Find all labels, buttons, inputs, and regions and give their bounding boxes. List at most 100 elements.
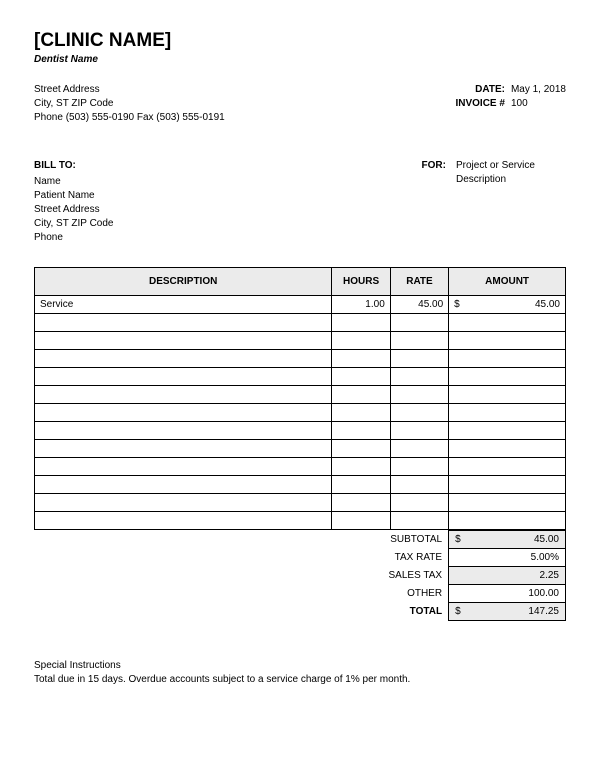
footer-line2: Total due in 15 days. Overdue accounts s… [34, 673, 566, 687]
cell-description [35, 476, 332, 494]
invoice-number-label: INVOICE # [445, 97, 511, 111]
cell-hours [332, 404, 390, 422]
cell-hours [332, 494, 390, 512]
cell-description [35, 350, 332, 368]
other-label: OTHER [332, 585, 449, 603]
salestax-value: 2.25 [449, 567, 566, 585]
table-row [35, 386, 566, 404]
bill-to-line3: Street Address [34, 203, 113, 217]
cell-description [35, 422, 332, 440]
footer-line1: Special Instructions [34, 659, 566, 673]
cell-rate [390, 440, 448, 458]
bill-to-line5: Phone [34, 231, 113, 245]
table-row [35, 512, 566, 530]
cell-hours [332, 512, 390, 530]
amount-value: 45.00 [535, 299, 560, 310]
cell-amount [449, 512, 566, 530]
clinic-address1: Street Address [34, 83, 225, 97]
for-label: FOR: [390, 159, 456, 245]
subtotal-label: SUBTOTAL [332, 531, 449, 549]
cell-amount [449, 350, 566, 368]
subtotal-value: $ 45.00 [449, 531, 566, 549]
cell-amount [449, 332, 566, 350]
cell-description [35, 332, 332, 350]
bill-to-block: BILL TO: Name Patient Name Street Addres… [34, 159, 113, 245]
table-row: Service1.0045.00$45.00 [35, 296, 566, 314]
cell-amount [449, 476, 566, 494]
cell-hours [332, 314, 390, 332]
cell-hours [332, 332, 390, 350]
cell-rate [390, 476, 448, 494]
taxrate-value: 5.00% [449, 549, 566, 567]
total-value: $ 147.25 [449, 603, 566, 621]
table-row [35, 476, 566, 494]
cell-rate [390, 350, 448, 368]
cell-amount [449, 386, 566, 404]
col-header-hours: HOURS [332, 268, 390, 296]
cell-rate: 45.00 [390, 296, 448, 314]
date-label: DATE: [445, 83, 511, 97]
other-value: 100.00 [449, 585, 566, 603]
cell-hours: 1.00 [332, 296, 390, 314]
cell-amount [449, 440, 566, 458]
cell-rate [390, 386, 448, 404]
cell-rate [390, 404, 448, 422]
cell-description [35, 512, 332, 530]
cell-hours [332, 422, 390, 440]
cell-description [35, 386, 332, 404]
table-row [35, 350, 566, 368]
cell-amount [449, 458, 566, 476]
cell-hours [332, 476, 390, 494]
cell-hours [332, 368, 390, 386]
col-header-rate: RATE [390, 268, 448, 296]
cell-hours [332, 458, 390, 476]
cell-hours [332, 386, 390, 404]
salestax-label: SALES TAX [332, 567, 449, 585]
cell-rate [390, 458, 448, 476]
for-block: FOR: Project or Service Description [390, 159, 566, 245]
bill-to-line2: Patient Name [34, 189, 113, 203]
dentist-name: Dentist Name [34, 54, 566, 65]
invoice-number-value: 100 [511, 97, 528, 111]
date-value: May 1, 2018 [511, 83, 566, 97]
cell-amount [449, 404, 566, 422]
total-prefix: $ [455, 606, 461, 617]
invoice-meta: DATE: May 1, 2018 INVOICE # 100 [445, 83, 566, 125]
table-row [35, 368, 566, 386]
cell-description: Service [35, 296, 332, 314]
cell-amount [449, 314, 566, 332]
total-label: TOTAL [332, 603, 449, 621]
cell-description [35, 314, 332, 332]
subtotal-amount: 45.00 [534, 534, 559, 545]
table-row [35, 494, 566, 512]
table-header-row: DESCRIPTION HOURS RATE AMOUNT [35, 268, 566, 296]
amount-prefix: $ [454, 299, 460, 310]
taxrate-label: TAX RATE [332, 549, 449, 567]
cell-description [35, 494, 332, 512]
info-row: BILL TO: Name Patient Name Street Addres… [34, 159, 566, 245]
total-amount: 147.25 [528, 606, 559, 617]
table-row [35, 458, 566, 476]
table-row [35, 332, 566, 350]
bill-to-line1: Name [34, 175, 113, 189]
cell-description [35, 404, 332, 422]
cell-rate [390, 494, 448, 512]
items-table: DESCRIPTION HOURS RATE AMOUNT Service1.0… [34, 267, 566, 530]
cell-amount [449, 422, 566, 440]
subtotal-prefix: $ [455, 534, 461, 545]
footer-block: Special Instructions Total due in 15 day… [34, 659, 566, 687]
cell-rate [390, 332, 448, 350]
clinic-address2: City, ST ZIP Code [34, 97, 225, 111]
clinic-name: [CLINIC NAME] [34, 30, 566, 52]
cell-amount [449, 494, 566, 512]
for-value: Project or Service Description [456, 159, 566, 245]
bill-to-label: BILL TO: [34, 159, 113, 173]
cell-rate [390, 314, 448, 332]
cell-rate [390, 368, 448, 386]
cell-hours [332, 440, 390, 458]
invoice-page: [CLINIC NAME] Dentist Name Street Addres… [0, 0, 600, 717]
clinic-address-block: Street Address City, ST ZIP Code Phone (… [34, 83, 225, 125]
clinic-phone-line: Phone (503) 555-0190 Fax (503) 555-0191 [34, 111, 225, 125]
cell-amount: $45.00 [449, 296, 566, 314]
totals-table: SUBTOTAL $ 45.00 TAX RATE 5.00% SALES TA… [34, 530, 566, 621]
